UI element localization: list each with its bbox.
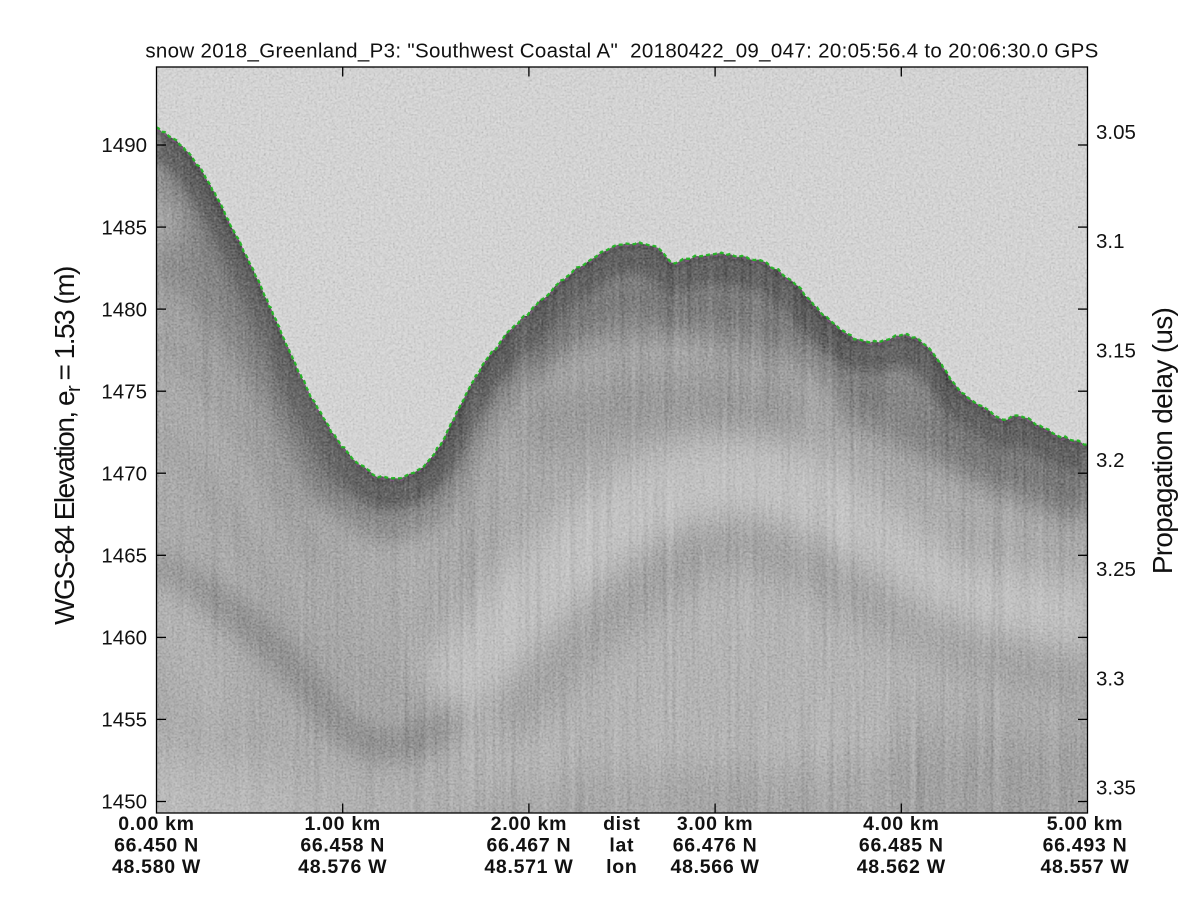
svg-text:lat: lat <box>609 835 634 857</box>
svg-text:1485: 1485 <box>101 216 147 239</box>
svg-text:3.3: 3.3 <box>1096 667 1125 690</box>
svg-text:5.00 km: 5.00 km <box>1047 813 1123 835</box>
svg-text:3.05: 3.05 <box>1096 121 1136 144</box>
svg-text:1475: 1475 <box>101 380 147 403</box>
svg-text:48.557 W: 48.557 W <box>1040 856 1129 878</box>
svg-text:3.2: 3.2 <box>1096 449 1125 472</box>
svg-text:1460: 1460 <box>101 627 147 650</box>
svg-text:1.00 km: 1.00 km <box>304 813 380 835</box>
svg-text:48.562 W: 48.562 W <box>857 856 946 878</box>
svg-text:dist: dist <box>603 813 640 835</box>
svg-text:1450: 1450 <box>101 791 147 814</box>
svg-text:4.00 km: 4.00 km <box>863 813 939 835</box>
svg-text:1455: 1455 <box>101 709 147 732</box>
svg-text:3.25: 3.25 <box>1096 558 1136 581</box>
svg-text:66.458 N: 66.458 N <box>300 835 385 857</box>
svg-text:3.1: 3.1 <box>1096 230 1125 253</box>
svg-text:48.576 W: 48.576 W <box>298 856 387 878</box>
svg-text:Propagation delay (us): Propagation delay (us) <box>1147 308 1178 574</box>
svg-text:3.15: 3.15 <box>1096 340 1136 363</box>
svg-text:66.476 N: 66.476 N <box>673 835 758 857</box>
svg-text:3.35: 3.35 <box>1096 777 1136 800</box>
svg-text:48.571 W: 48.571 W <box>484 856 573 878</box>
svg-text:48.566 W: 48.566 W <box>671 856 760 878</box>
svg-text:1490: 1490 <box>101 134 147 157</box>
svg-text:0.00 km: 0.00 km <box>118 813 194 835</box>
svg-text:66.485 N: 66.485 N <box>859 835 944 857</box>
svg-text:1465: 1465 <box>101 545 147 568</box>
svg-text:66.493 N: 66.493 N <box>1043 835 1128 857</box>
svg-text:WGS-84 Elevation, er = 1.53 (m: WGS-84 Elevation, er = 1.53 (m) <box>49 267 85 625</box>
svg-text:66.450 N: 66.450 N <box>114 835 199 857</box>
svg-text:66.467 N: 66.467 N <box>487 835 572 857</box>
svg-text:lon: lon <box>606 856 637 878</box>
svg-text:1480: 1480 <box>101 298 147 321</box>
svg-text:2.00 km: 2.00 km <box>491 813 567 835</box>
svg-text:snow 2018_Greenland_P3: "South: snow 2018_Greenland_P3: "Southwest Coast… <box>145 39 1098 62</box>
svg-text:1470: 1470 <box>101 462 147 485</box>
svg-text:48.580 W: 48.580 W <box>112 856 201 878</box>
svg-text:3.00 km: 3.00 km <box>677 813 753 835</box>
